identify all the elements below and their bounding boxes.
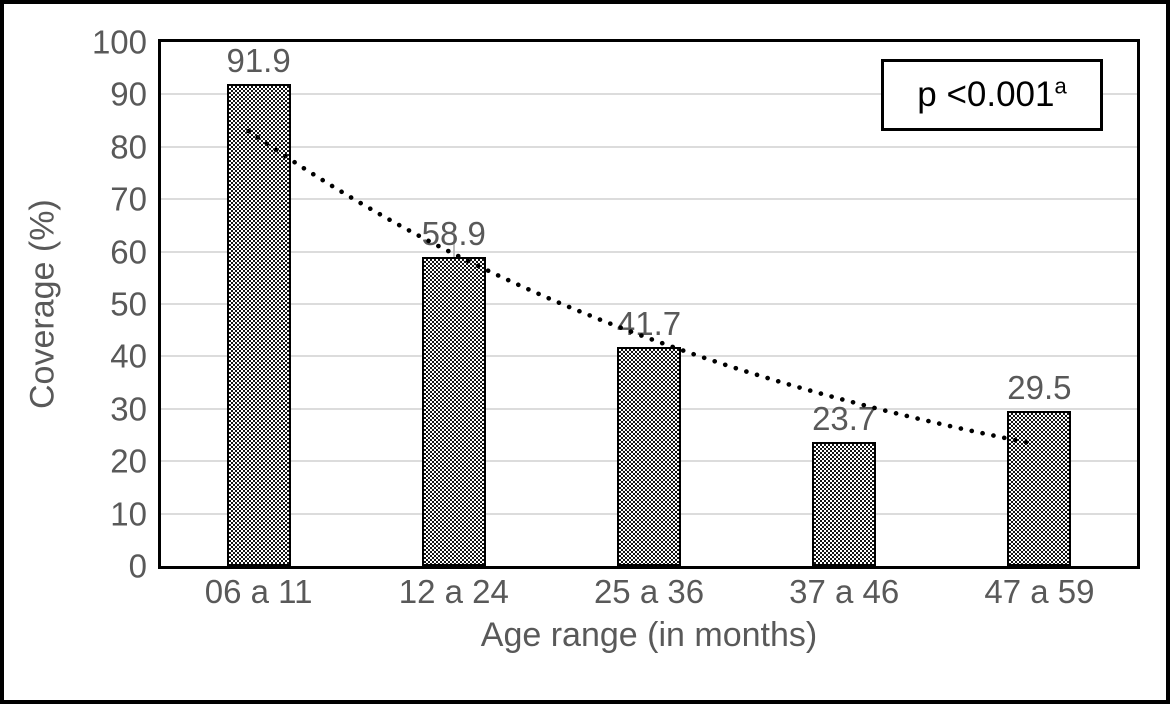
bar-value-label-29.5: 29.5 xyxy=(1007,369,1072,407)
error-bar-tick xyxy=(452,232,455,258)
y-tick-label-70: 70 xyxy=(110,180,147,218)
bar-37 a 46 xyxy=(812,441,877,566)
x-tick-label-06 a 11: 06 a 11 xyxy=(204,573,313,610)
y-axis-tick-labels: 0 10 20 30 40 50 60 70 80 90 100 xyxy=(59,26,149,583)
gridline-90 xyxy=(161,93,1137,96)
y-tick-label-100: 100 xyxy=(91,23,147,61)
bar-value-label-58.9: 58.9 xyxy=(421,215,486,253)
gridline-80 xyxy=(161,145,1137,148)
y-tick-label-30: 30 xyxy=(110,390,147,428)
dotted-trendline xyxy=(246,128,1037,447)
p-value-annotation-box: p <0.001a xyxy=(881,59,1103,131)
p-value-superscript: a xyxy=(1054,73,1067,99)
bar-value-label-91.9: 91.9 xyxy=(226,42,291,80)
y-tick-label-90: 90 xyxy=(110,75,147,113)
gridline-60 xyxy=(161,250,1137,253)
x-axis-tick-labels: 06 a 11 12 a 24 25 a 36 37 a 46 47 a 59 xyxy=(161,573,1137,610)
bar-47 a 59 xyxy=(1007,411,1072,566)
y-tick-label-40: 40 xyxy=(110,337,147,375)
x-tick-label-12 a 24: 12 a 24 xyxy=(398,573,509,610)
x-tick-label-25 a 36: 25 a 36 xyxy=(593,573,705,610)
bar-25 a 36 xyxy=(617,347,681,566)
y-tick-label-50: 50 xyxy=(110,285,147,323)
bar-12 a 24 xyxy=(421,257,486,566)
y-tick-label-80: 80 xyxy=(110,128,147,166)
bar-value-label-41.7: 41.7 xyxy=(616,305,682,343)
bar-value-label-23.7: 23.7 xyxy=(812,399,877,437)
y-tick-label-0: 0 xyxy=(128,547,147,585)
x-tick-label-47 a 59: 47 a 59 xyxy=(984,573,1095,610)
y-tick-label-20: 20 xyxy=(110,442,147,480)
bar-06 a 11 xyxy=(226,84,291,566)
x-axis-title: Age range (in months) xyxy=(480,616,818,654)
gridline-70 xyxy=(161,198,1137,201)
p-value-text: p <0.001a xyxy=(917,73,1067,114)
x-tick-label-37 a 46: 37 a 46 xyxy=(789,573,900,610)
y-tick-label-10: 10 xyxy=(110,495,147,533)
gridline-50 xyxy=(161,303,1137,305)
trendline-path xyxy=(246,128,1037,447)
y-tick-label-60: 60 xyxy=(110,233,147,271)
